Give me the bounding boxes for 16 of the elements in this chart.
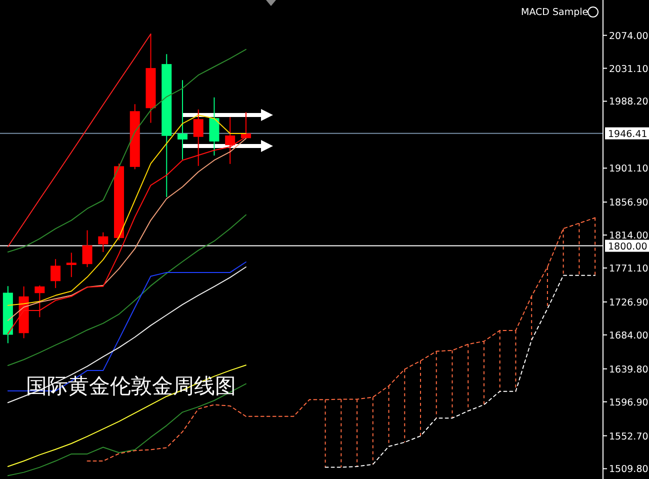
y-tick-label: 2031.10 — [609, 64, 648, 75]
y-tick-label: 1771.10 — [609, 263, 648, 274]
annotation: MACD Sample — [521, 7, 588, 18]
y-tick-label: 1726.90 — [609, 297, 648, 308]
y-tick-label: 1509.80 — [609, 464, 648, 476]
y-tick-label: 1639.80 — [609, 364, 648, 376]
ref-line-label: 1946.41 — [608, 128, 648, 140]
y-tick-label: 1988.20 — [609, 96, 648, 108]
y-tick-label: 2074.00 — [609, 30, 648, 42]
y-tick-label: 1856.90 — [609, 198, 648, 209]
y-tick-label: 1814.00 — [609, 230, 648, 242]
y-tick-label: 1684.00 — [609, 330, 648, 342]
ref-line-label: 1800.00 — [608, 241, 648, 252]
y-tick-label: 1552.70 — [609, 431, 648, 442]
y-tick-label: 1596.90 — [609, 397, 648, 408]
y-tick-label: 1901.10 — [609, 164, 648, 175]
